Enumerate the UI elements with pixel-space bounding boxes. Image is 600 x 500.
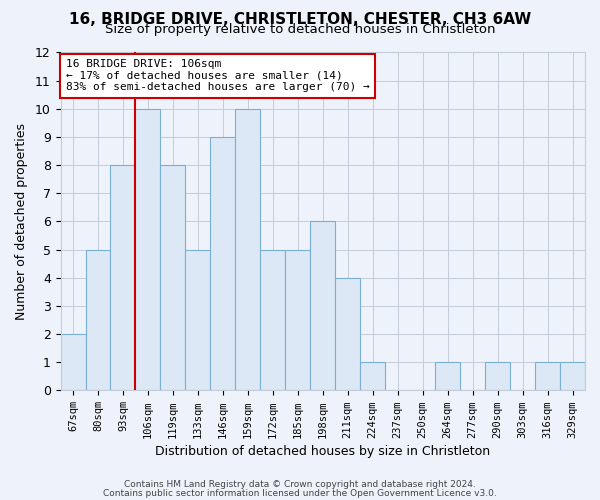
Bar [260,250,286,390]
Bar [360,362,385,390]
Bar [485,362,510,390]
Bar [86,250,110,390]
Bar [61,334,86,390]
Bar [560,362,585,390]
Bar [136,109,160,390]
Text: Contains HM Land Registry data © Crown copyright and database right 2024.: Contains HM Land Registry data © Crown c… [124,480,476,489]
Bar [185,250,211,390]
Bar [110,165,136,390]
Text: Contains public sector information licensed under the Open Government Licence v3: Contains public sector information licen… [103,488,497,498]
Bar [310,222,335,390]
Text: 16 BRIDGE DRIVE: 106sqm
← 17% of detached houses are smaller (14)
83% of semi-de: 16 BRIDGE DRIVE: 106sqm ← 17% of detache… [66,60,370,92]
Text: Size of property relative to detached houses in Christleton: Size of property relative to detached ho… [105,24,495,36]
Bar [211,137,235,390]
Bar [335,278,360,390]
Bar [286,250,310,390]
Bar [160,165,185,390]
Bar [235,109,260,390]
Bar [535,362,560,390]
Text: 16, BRIDGE DRIVE, CHRISTLETON, CHESTER, CH3 6AW: 16, BRIDGE DRIVE, CHRISTLETON, CHESTER, … [69,12,531,28]
Bar [435,362,460,390]
Y-axis label: Number of detached properties: Number of detached properties [15,123,28,320]
X-axis label: Distribution of detached houses by size in Christleton: Distribution of detached houses by size … [155,444,490,458]
